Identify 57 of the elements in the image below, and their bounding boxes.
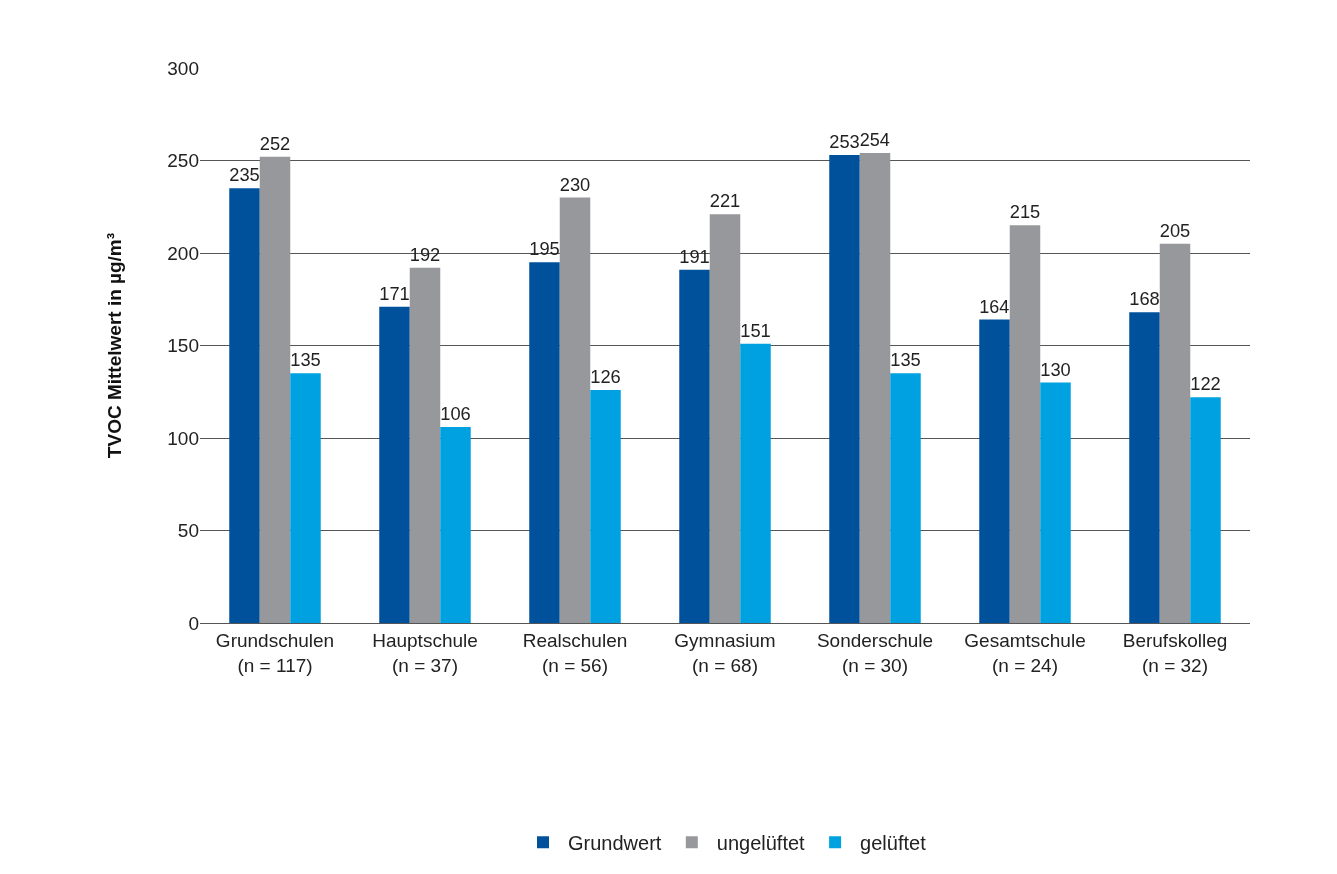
bar [559, 197, 591, 623]
bar [679, 269, 710, 623]
bar [1190, 397, 1221, 623]
bar [1009, 225, 1041, 623]
data-label: 168 [1129, 288, 1160, 310]
bar [979, 319, 1010, 623]
y-tick-label: 0 [188, 612, 199, 634]
bar [890, 373, 921, 623]
bar [1129, 312, 1160, 623]
y-tick-label: 100 [167, 427, 199, 449]
bar [740, 343, 771, 623]
bar [590, 389, 621, 623]
data-label: 205 [1159, 219, 1191, 241]
data-label: 235 [229, 164, 260, 186]
data-label: 253 [829, 131, 860, 153]
bar [259, 156, 291, 623]
x-tick-label: Gesamtschule (n = 24) [964, 629, 1086, 676]
data-label: 221 [709, 190, 741, 212]
data-label: 126 [590, 366, 621, 388]
data-label: 135 [890, 349, 921, 371]
x-tick-label: Berufskolleg (n = 32) [1122, 629, 1228, 676]
data-label: 135 [290, 349, 321, 371]
x-tick-label: Sonderschule (n = 30) [816, 629, 934, 676]
bar [829, 154, 860, 623]
y-tick-label: 150 [167, 335, 199, 357]
y-tick-label: 50 [177, 520, 199, 542]
y-tick-label: 200 [167, 242, 199, 264]
bar [229, 188, 260, 623]
data-label: 164 [979, 296, 1010, 317]
bar [290, 373, 321, 623]
bar [529, 262, 560, 623]
data-label: 122 [1190, 373, 1221, 395]
legend-label: gelüftet [860, 832, 927, 855]
data-label: 230 [559, 173, 591, 195]
x-tick-label: Hauptschule (n = 37) [372, 629, 478, 676]
y-tick-label: 250 [167, 150, 199, 172]
bar [1159, 243, 1191, 623]
y-tick-label: 300 [167, 57, 199, 79]
bar [709, 214, 741, 623]
legend-label: Grundwert [568, 832, 662, 855]
data-label: 252 [259, 132, 291, 154]
legend-label: ungelüftet [716, 832, 806, 855]
bar [440, 426, 471, 623]
data-label: 106 [440, 403, 471, 425]
bar [379, 306, 410, 623]
bar [859, 153, 891, 623]
bar [1040, 382, 1071, 623]
data-label: 151 [740, 319, 771, 341]
bar [409, 267, 441, 623]
x-tick-label: Realschulen (n = 56) [522, 629, 628, 676]
x-tick-label: Grundschulen (n = 117) [215, 629, 335, 676]
data-label: 171 [379, 282, 410, 304]
data-label: 130 [1040, 358, 1071, 380]
y-axis-title: TVOC Mittelwert in µg/m³ [104, 232, 126, 459]
x-tick-label: Gymnasium (n = 68) [674, 629, 776, 676]
data-label: 215 [1009, 201, 1041, 223]
data-label: 254 [859, 130, 890, 151]
